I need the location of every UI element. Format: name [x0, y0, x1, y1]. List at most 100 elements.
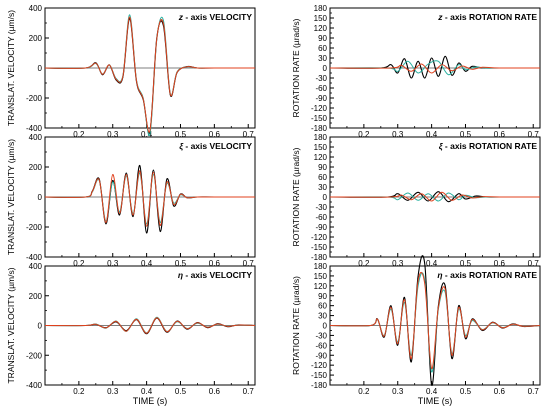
y-tick-label: -400	[26, 124, 43, 133]
series-line-1	[44, 17, 255, 134]
y-tick-label: 180	[314, 4, 328, 13]
y-axis-label: ROTATION RATE (µrad/s)	[291, 147, 301, 246]
panel-4: 1801501209060300-30-60-90-120-150-1800.2…	[291, 133, 541, 268]
x-axis-label: TIME (s)	[418, 396, 453, 406]
x-tick-label: 0.3	[107, 130, 119, 139]
x-tick-label: 0.5	[175, 387, 187, 396]
y-tick-label: 30	[318, 183, 327, 192]
x-tick-label: 0.4	[426, 259, 438, 268]
y-tick-label: 30	[318, 54, 327, 63]
y-tick-label: -180	[311, 253, 328, 262]
y-tick-label: -60	[315, 84, 327, 93]
y-tick-label: 0	[323, 322, 328, 331]
x-tick-label: 0.2	[73, 387, 85, 396]
y-axis-label: TRANSLAT. VELOCITY (µm/s)	[6, 10, 16, 126]
x-tick-label: 0.6	[209, 259, 221, 268]
x-tick-label: 0.2	[358, 387, 370, 396]
y-tick-label: -120	[311, 361, 328, 370]
y-tick-label: -30	[315, 74, 327, 83]
y-tick-label: 180	[314, 262, 328, 271]
y-tick-label: 0	[38, 322, 43, 331]
x-tick-label: 0.7	[243, 130, 255, 139]
y-axis-label: TRANSLAT. VELOCITY (µm/s)	[6, 267, 16, 383]
x-tick-label: 0.2	[73, 130, 85, 139]
y-tick-label: -90	[315, 223, 327, 232]
y-tick-label: -30	[315, 331, 327, 340]
x-tick-label: 0.5	[175, 130, 187, 139]
y-tick-label: 200	[29, 34, 43, 43]
y-tick-label: -60	[315, 213, 327, 222]
y-tick-label: 120	[314, 282, 328, 291]
x-tick-label: 0.7	[243, 387, 255, 396]
y-tick-label: -150	[311, 114, 328, 123]
y-tick-label: 120	[314, 24, 328, 33]
y-tick-label: -120	[311, 104, 328, 113]
y-tick-label: 400	[29, 4, 43, 13]
y-tick-label: 200	[29, 292, 43, 301]
x-tick-label: 0.5	[460, 259, 472, 268]
y-axis-label: ROTATION RATE (µrad/s)	[291, 18, 301, 117]
y-tick-label: 150	[314, 14, 328, 23]
y-tick-label: -150	[311, 243, 328, 252]
x-tick-label: 0.3	[392, 259, 404, 268]
x-tick-label: 0.2	[358, 130, 370, 139]
x-tick-label: 0.4	[141, 130, 153, 139]
y-tick-label: 0	[323, 64, 328, 73]
y-axis-label: ROTATION RATE (µrad/s)	[291, 276, 301, 375]
y-tick-label: -200	[26, 94, 43, 103]
x-tick-label: 0.3	[392, 130, 404, 139]
x-tick-label: 0.7	[243, 259, 255, 268]
panel-title-text: - axis VELOCITY	[183, 141, 252, 151]
y-tick-label: -150	[311, 371, 328, 380]
x-tick-label: 0.7	[528, 130, 540, 139]
y-tick-label: 400	[29, 262, 43, 271]
y-tick-label: -60	[315, 341, 327, 350]
x-tick-label: 0.5	[460, 130, 472, 139]
y-tick-label: -30	[315, 203, 327, 212]
y-tick-label: 90	[318, 163, 327, 172]
y-tick-label: 150	[314, 272, 328, 281]
y-tick-label: 0	[38, 193, 43, 202]
series-line-2	[329, 60, 540, 76]
panel-title: z - axis VELOCITY	[178, 12, 253, 22]
series-line-3	[44, 317, 256, 334]
x-tick-label: 0.5	[175, 259, 187, 268]
y-tick-label: -90	[315, 94, 327, 103]
panel-title-axis-symbol: ξ	[439, 141, 444, 151]
y-tick-label: 0	[323, 193, 328, 202]
x-tick-label: 0.6	[494, 130, 506, 139]
x-tick-label: 0.4	[141, 259, 153, 268]
y-tick-label: 60	[318, 302, 327, 311]
y-axis-label: TRANSLAT. VELOCITY (µm/s)	[6, 139, 16, 255]
y-tick-label: 0	[38, 64, 43, 73]
y-tick-label: 200	[29, 163, 43, 172]
x-tick-label: 0.4	[426, 387, 438, 396]
panel-6: 1801501209060300-30-60-90-120-150-1800.2…	[291, 255, 541, 406]
x-tick-label: 0.6	[494, 387, 506, 396]
x-tick-label: 0.6	[494, 259, 506, 268]
y-tick-label: -180	[311, 381, 328, 390]
panel-title-axis-symbol: z	[437, 12, 443, 22]
y-tick-label: -200	[26, 351, 43, 360]
series-line-3	[329, 271, 541, 370]
y-tick-label: 120	[314, 153, 328, 162]
panel-title-axis-symbol: ξ	[179, 141, 184, 151]
panel-title-text: - axis ROTATION RATE	[443, 12, 538, 22]
panel-title: η - axis VELOCITY	[178, 270, 252, 280]
panel-title-axis-symbol: η	[437, 270, 442, 280]
x-tick-label: 0.4	[141, 387, 153, 396]
x-tick-label: 0.6	[209, 387, 221, 396]
panel-title: ξ - axis VELOCITY	[179, 141, 252, 151]
x-tick-label: 0.2	[73, 259, 85, 268]
panel-5: 400 200 0 -200 -400 0.2 0.3 0.4 0.5 0.6 0.7 η - axi…	[6, 262, 256, 406]
panel-title: η - axis ROTATION RATE	[437, 270, 537, 280]
y-tick-label: -90	[315, 351, 327, 360]
y-tick-label: -120	[311, 233, 328, 242]
x-tick-label: 0.7	[528, 387, 540, 396]
x-tick-label: 0.6	[209, 130, 221, 139]
y-tick-label: -200	[26, 223, 43, 232]
series-line-3	[329, 191, 541, 202]
panel-title-text: - axis VELOCITY	[183, 270, 252, 280]
panel-title-axis-symbol: z	[178, 12, 184, 22]
